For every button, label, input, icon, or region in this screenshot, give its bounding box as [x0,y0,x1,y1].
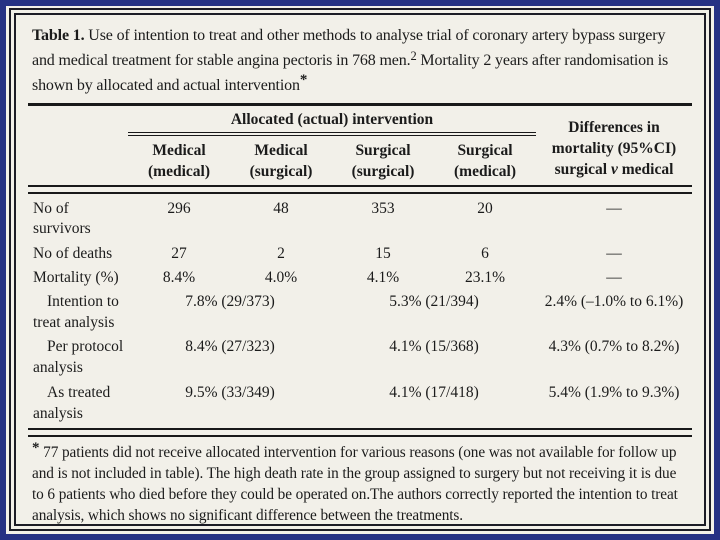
column-header-differences: Differences in mortality (95%CI) surgica… [536,112,692,180]
cell-value: 8.4% [162,268,196,286]
column-header-medical-medical: Medical (medical) [128,136,230,183]
cell-value-surgical: 5.3% (21/394) [389,292,479,310]
table-footnote: * 77 patients did not receive allocated … [28,440,692,525]
row-label-line: Intention to [47,292,119,310]
row-label-line: survivors [33,220,91,238]
diff-header-line3-b: medical [617,160,674,178]
row-label-line: analysis [33,404,83,422]
table-header: Allocated (actual) intervention Medical … [28,106,692,182]
cell-value-medical: 7.8% (29/373) [185,292,275,310]
reference-superscript: 2 [410,48,417,63]
row-label-line: No of [33,199,69,217]
cell-value: 6 [481,245,489,263]
cell-value: 296 [167,199,191,217]
table-row-as-treated: As treated analysis 9.5% (33/349) 4.1% (… [28,383,692,425]
table-row-survivors: No of survivors 296 48 353 20 — [28,199,692,241]
cell-value: 4.1% [366,268,400,286]
cell-value-surgical: 4.1% (17/418) [389,383,479,401]
table-caption-number: Table 1. [32,27,85,44]
table-row-intention-to-treat: Intention to treat analysis 7.8% (29/373… [28,292,692,334]
table-caption-text-b: Mortality 2 years after randomisation is… [32,51,669,94]
table-inner-border: Table 1. Use of intention to treat and o… [14,13,706,526]
column-header-line: (medical) [148,162,210,180]
column-header-line: (surgical) [249,162,313,180]
row-label: Mortality (%) [28,268,128,289]
diff-header-line3-a: surgical [554,160,611,178]
table-outer-border: Table 1. Use of intention to treat and o… [9,8,711,531]
column-header-line: Medical [152,142,206,160]
header-divider-rule [28,184,692,194]
row-label: No of survivors [28,199,128,241]
diff-header-versus: v [610,160,618,178]
row-label-line: analysis [33,359,83,377]
cell-difference: 2.4% (–1.0% to 6.1%) [544,292,684,310]
cell-value: 20 [477,199,493,217]
cell-value: 353 [371,199,395,217]
cell-value: 2 [277,245,285,263]
table-caption: Table 1. Use of intention to treat and o… [28,22,692,98]
footnote-marker: * [32,440,40,457]
table-row-mortality: Mortality (%) 8.4% 4.0% 4.1% 23.1% — [28,268,692,289]
row-label: As treated analysis [28,383,128,425]
cell-value: 23.1% [464,268,506,286]
column-header-medical-surgical: Medical (surgical) [230,136,332,183]
column-header-line: Medical [254,142,308,160]
row-label-line: Mortality (%) [33,268,119,286]
cell-difference: — [606,199,622,217]
row-label: Intention to treat analysis [28,292,128,334]
cell-difference: — [606,268,622,286]
row-label-line: No of deaths [33,245,113,263]
scanned-table-image: Table 1. Use of intention to treat and o… [6,6,714,534]
row-label-line: Per protocol [47,338,124,356]
cell-value: 15 [375,245,391,263]
cell-value: 27 [171,245,187,263]
table-row-deaths: No of deaths 27 2 15 6 — [28,244,692,265]
diff-header-line2: mortality (95%CI) [551,140,677,158]
diff-header-line3: surgical v medical [536,160,692,181]
row-label-line: As treated [47,383,111,401]
row-label-line: treat analysis [33,313,115,331]
column-header-line: Surgical [355,142,411,160]
footnote-marker-superscript: * [299,71,308,88]
column-header-line: (surgical) [351,162,415,180]
cell-difference: 4.3% (0.7% to 8.2%) [548,338,680,356]
cell-value-surgical: 4.1% (15/368) [389,338,479,356]
caption-divider-rule [28,103,692,107]
cell-value-medical: 9.5% (33/349) [185,383,275,401]
cell-value: 4.0% [264,268,298,286]
cell-value-medical: 8.4% (27/323) [185,338,275,356]
column-header-line: Surgical [457,142,513,160]
cell-difference: — [606,245,622,263]
cell-value: 48 [273,199,289,217]
cell-difference: 5.4% (1.9% to 9.3%) [548,383,680,401]
column-header-surgical-medical: Surgical (medical) [434,136,536,183]
column-header-surgical-surgical: Surgical (surgical) [332,136,434,183]
column-header-line: (medical) [454,162,516,180]
table-row-per-protocol: Per protocol analysis 8.4% (27/323) 4.1%… [28,337,692,379]
diff-header-line1: Differences in [568,119,660,137]
footnote-text: 77 patients did not receive allocated in… [32,444,678,525]
row-label: Per protocol analysis [28,337,128,379]
row-label: No of deaths [28,244,128,265]
table-caption-text-a: Use of intention to treat and other meth… [32,27,666,69]
spanner-header-allocated-intervention: Allocated (actual) intervention [128,110,536,137]
table-bottom-rule [28,428,692,438]
